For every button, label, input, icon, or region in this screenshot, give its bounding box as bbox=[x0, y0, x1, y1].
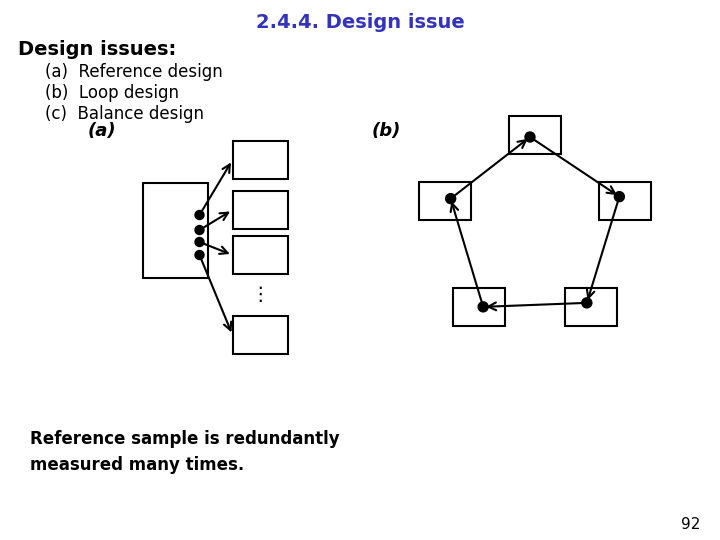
Bar bbox=[509, 116, 561, 154]
Bar bbox=[143, 183, 207, 278]
Circle shape bbox=[195, 211, 204, 219]
Text: 2.4.4. Design issue: 2.4.4. Design issue bbox=[256, 13, 464, 32]
Circle shape bbox=[195, 226, 204, 234]
Text: (a): (a) bbox=[88, 122, 117, 140]
Text: Reference sample is redundantly
measured many times.: Reference sample is redundantly measured… bbox=[30, 430, 340, 475]
Circle shape bbox=[614, 192, 624, 201]
Circle shape bbox=[446, 194, 456, 204]
Bar bbox=[453, 288, 505, 326]
Text: (b)  Loop design: (b) Loop design bbox=[45, 84, 179, 102]
Circle shape bbox=[582, 298, 592, 308]
Circle shape bbox=[478, 302, 488, 312]
Text: Design issues:: Design issues: bbox=[18, 40, 176, 59]
Text: ⋮: ⋮ bbox=[251, 286, 270, 305]
Circle shape bbox=[195, 251, 204, 260]
Bar bbox=[418, 181, 471, 220]
Circle shape bbox=[525, 132, 535, 142]
Text: (c)  Balance design: (c) Balance design bbox=[45, 105, 204, 123]
Bar bbox=[233, 141, 287, 179]
Text: (a)  Reference design: (a) Reference design bbox=[45, 63, 222, 81]
Bar bbox=[233, 236, 287, 274]
Bar bbox=[599, 181, 652, 220]
Text: 92: 92 bbox=[680, 517, 700, 532]
Bar bbox=[233, 191, 287, 229]
Circle shape bbox=[195, 238, 204, 246]
Text: (b): (b) bbox=[372, 122, 401, 140]
Bar bbox=[233, 316, 287, 354]
Bar bbox=[564, 288, 617, 326]
